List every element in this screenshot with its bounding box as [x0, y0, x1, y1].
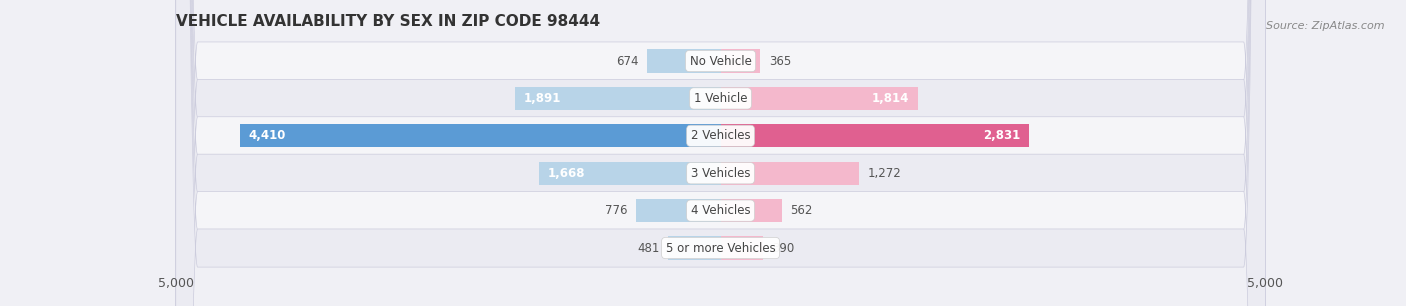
Text: 1,891: 1,891 [523, 92, 561, 105]
Text: 4 Vehicles: 4 Vehicles [690, 204, 751, 217]
Bar [721, 199, 782, 222]
Text: 2,831: 2,831 [983, 129, 1021, 142]
Bar [515, 87, 721, 110]
Text: 776: 776 [605, 204, 627, 217]
Text: 365: 365 [769, 54, 792, 68]
Bar [668, 237, 721, 259]
Bar [721, 237, 763, 259]
FancyBboxPatch shape [176, 0, 1265, 306]
Bar [240, 124, 721, 147]
Text: 674: 674 [616, 54, 638, 68]
Text: 1,814: 1,814 [872, 92, 910, 105]
Text: 1 Vehicle: 1 Vehicle [693, 92, 748, 105]
Text: No Vehicle: No Vehicle [689, 54, 752, 68]
Bar [721, 87, 918, 110]
Text: 481: 481 [637, 241, 659, 255]
Text: 1,272: 1,272 [868, 167, 901, 180]
Text: VEHICLE AVAILABILITY BY SEX IN ZIP CODE 98444: VEHICLE AVAILABILITY BY SEX IN ZIP CODE … [176, 13, 600, 28]
Bar [721, 50, 761, 73]
Bar [647, 50, 721, 73]
FancyBboxPatch shape [176, 0, 1265, 306]
FancyBboxPatch shape [176, 0, 1265, 306]
Text: Source: ZipAtlas.com: Source: ZipAtlas.com [1267, 21, 1385, 32]
Text: 3 Vehicles: 3 Vehicles [690, 167, 751, 180]
Text: 2 Vehicles: 2 Vehicles [690, 129, 751, 142]
Bar [721, 124, 1029, 147]
FancyBboxPatch shape [176, 0, 1265, 306]
FancyBboxPatch shape [176, 0, 1265, 306]
Text: 4,410: 4,410 [249, 129, 287, 142]
Text: 1,668: 1,668 [547, 167, 585, 180]
Bar [721, 162, 859, 185]
Text: 562: 562 [790, 204, 813, 217]
Bar [636, 199, 721, 222]
Text: 5 or more Vehicles: 5 or more Vehicles [665, 241, 776, 255]
Bar [538, 162, 721, 185]
Text: 390: 390 [772, 241, 794, 255]
FancyBboxPatch shape [176, 0, 1265, 306]
